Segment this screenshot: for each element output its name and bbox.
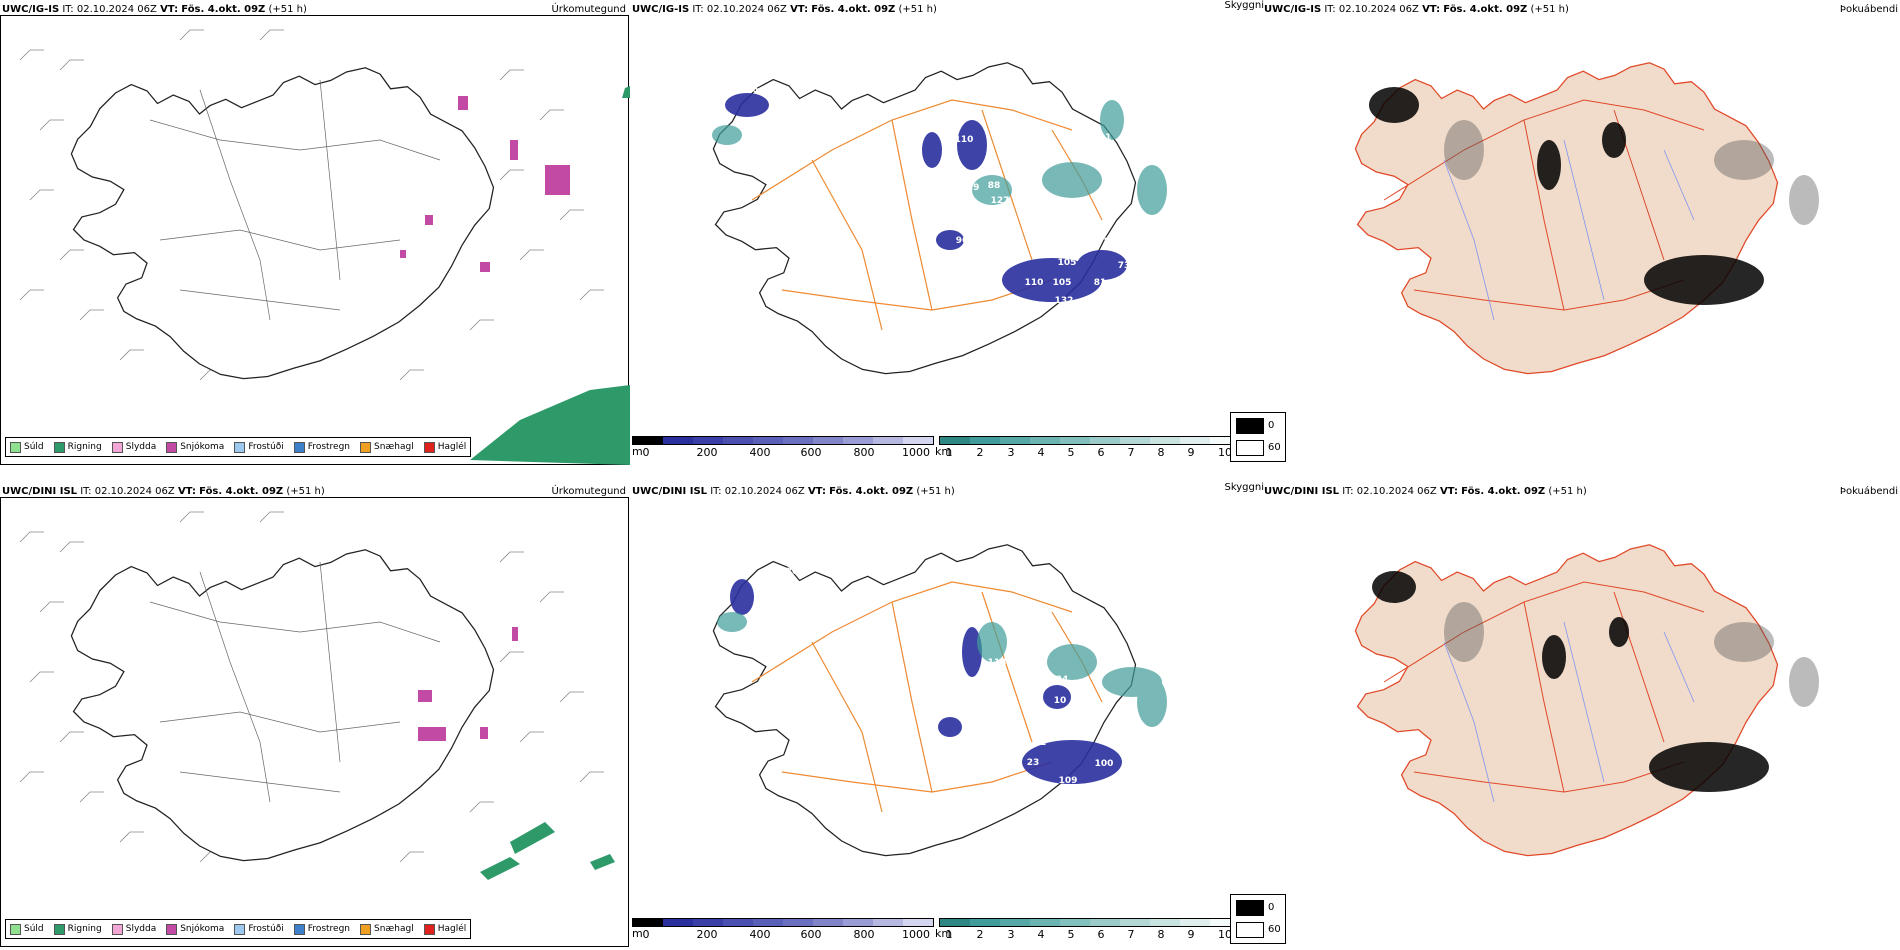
cloud-panel-bottom: UWC/DINI ISL IT: 02.10.2024 06Z VT: Fös.… (632, 482, 1264, 947)
map-frame (0, 15, 629, 465)
cloud-panel-top: UWC/IG-IS IT: 02.10.2024 06Z VT: Fös. 4.… (632, 0, 1264, 465)
fog-panel-top: UWC/IG-IS IT: 02.10.2024 06Z VT: Fös. 4.… (1230, 0, 1900, 465)
fog-map (1354, 62, 1819, 375)
svg-text:101: 101 (1093, 133, 1112, 143)
svg-text:87: 87 (962, 722, 975, 732)
panel-title: UWC/DINI ISL IT: 02.10.2024 06Z VT: Fös.… (2, 486, 325, 497)
svg-text:79: 79 (1110, 725, 1123, 735)
svg-text:105: 105 (1053, 278, 1072, 288)
precip-map (19, 29, 630, 465)
fog-legend: 0 60 (1230, 894, 1286, 944)
svg-text:68: 68 (1114, 741, 1127, 751)
precip-panel-top: UWC/IG-IS IT: 02.10.2024 06Z VT: Fös. 4.… (0, 0, 630, 465)
svg-text:72: 72 (1034, 738, 1047, 748)
svg-text:81: 81 (1094, 278, 1107, 288)
svg-text:88: 88 (988, 181, 1001, 191)
panel-title: UWC/IG-IS IT: 02.10.2024 06Z VT: Fös. 4.… (632, 4, 937, 15)
svg-text:105: 105 (1058, 258, 1077, 268)
svg-text:23: 23 (1027, 758, 1040, 768)
fog-index-label: Þokuábendi (1839, 4, 1898, 15)
panel-title: UWC/IG-IS IT: 02.10.2024 06Z VT: Fös. 4.… (2, 4, 307, 15)
cloud-base-values: 76 101 110 119 88 92 127 113 124 96 82 105 110 105 81 7… (746, 85, 1188, 306)
visibility-label: Skyggni (1224, 0, 1264, 11)
precip-type-label: Úrkomutegund (551, 486, 626, 497)
precip-type-legend: Súld Rigning Slydda Snjókoma Frostúði Fr… (5, 919, 472, 939)
snow-areas (418, 627, 518, 741)
svg-text:110: 110 (955, 135, 974, 145)
panel-title: UWC/DINI ISL IT: 02.10.2024 06Z VT: Fös.… (632, 486, 955, 497)
svg-text:119: 119 (961, 183, 980, 193)
precip-type-legend: Súld Rigning Slydda Snjókoma Frostúði Fr… (5, 437, 472, 457)
svg-text:80: 80 (786, 567, 799, 577)
svg-text:96: 96 (956, 236, 969, 246)
fog-panel-bottom: UWC/DINI ISL IT: 02.10.2024 06Z VT: Fös.… (1230, 482, 1900, 947)
svg-text:109: 109 (1059, 776, 1078, 786)
fog-legend: 0 60 (1230, 412, 1286, 462)
cloud-base-colorbar: 0 200 400 600 800 1000 m (632, 918, 934, 941)
svg-text:82: 82 (1111, 240, 1124, 250)
snow-areas (400, 96, 570, 272)
panel-title: UWC/IG-IS IT: 02.10.2024 06Z VT: Fös. 4.… (1264, 4, 1569, 15)
cloud-map: 76 101 110 119 88 92 127 113 124 96 82 105 110 105 81 7… (712, 62, 1188, 375)
svg-text:76: 76 (746, 85, 759, 95)
panel-title: UWC/DINI ISL IT: 02.10.2024 06Z VT: Fös.… (1264, 486, 1587, 497)
svg-text:124: 124 (1041, 213, 1060, 223)
svg-text:118: 118 (988, 658, 1007, 668)
fog-index-label: Þokuábendi (1839, 486, 1898, 497)
visibility-colorbar: 1 2 3 4 5 6 7 8 9 10 km (935, 918, 1241, 941)
svg-text:100: 100 (1095, 759, 1114, 769)
fog-map (1354, 544, 1819, 857)
svg-text:73: 73 (1118, 261, 1131, 271)
map-frame (0, 497, 629, 947)
precip-type-label: Úrkomutegund (551, 4, 626, 15)
precip-panel-bottom: UWC/DINI ISL IT: 02.10.2024 06Z VT: Fös.… (0, 482, 630, 947)
svg-text:24: 24 (1056, 675, 1069, 685)
svg-text:132: 132 (1055, 296, 1074, 306)
visibility-label: Skyggni (1224, 482, 1264, 493)
svg-text:110: 110 (1025, 278, 1044, 288)
svg-text:86: 86 (1104, 237, 1117, 247)
svg-text:10: 10 (1054, 696, 1067, 706)
svg-text:92: 92 (1141, 148, 1154, 158)
cloud-base-colorbar: 0 200 400 600 800 1000 m (632, 436, 934, 459)
precip-map (19, 511, 615, 880)
visibility-colorbar: 1 2 3 4 5 6 7 8 9 10 km (935, 436, 1241, 459)
svg-text:113: 113 (1169, 186, 1188, 196)
svg-text:127: 127 (991, 196, 1010, 206)
